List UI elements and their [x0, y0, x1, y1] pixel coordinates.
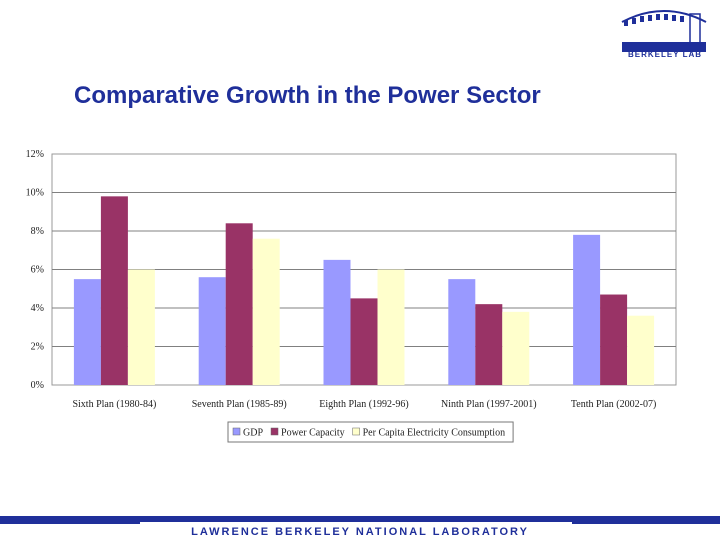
footer-text: LAWRENCE BERKELEY NATIONAL LABORATORY — [191, 526, 529, 538]
footer-divider — [140, 522, 572, 524]
legend-label-consumption: Per Capita Electricity Consumption — [363, 428, 505, 439]
bar-power-1 — [100, 196, 128, 385]
x-category-label: Eighth Plan (1992-96) — [319, 399, 408, 410]
bar-power-4 — [475, 304, 503, 385]
growth-bar-chart: 0% 2% 4% 6% 8% 10% 12% Sixth Plan (1980-84) Sev… — [26, 149, 677, 443]
bar-power-2 — [225, 223, 253, 385]
bars — [73, 196, 655, 385]
x-axis-labels: Sixth Plan (1980-84) Seventh Plan (1985-8… — [72, 399, 656, 410]
y-tick-label: 12% — [26, 149, 44, 160]
legend: GDP Power Capacity Per Capita Electricity … — [227, 421, 514, 443]
y-tick-label: 2% — [31, 342, 44, 353]
x-category-label: Seventh Plan (1985-89) — [192, 399, 287, 410]
legend-label-power: Power Capacity — [281, 428, 345, 439]
bar-consumption-5 — [627, 315, 655, 385]
y-tick-label: 0% — [31, 380, 44, 391]
bar-gdp-1 — [73, 279, 101, 385]
legend-box — [227, 421, 514, 443]
legend-swatch-gdp — [232, 427, 241, 436]
footer-bar — [0, 516, 720, 524]
bar-consumption-3 — [377, 269, 405, 385]
y-axis-ticks: 0% 2% 4% 6% 8% 10% 12% — [26, 149, 44, 391]
logo-text: BERKELEY LAB — [628, 50, 703, 59]
legend-swatch-consumption — [352, 427, 360, 436]
y-tick-label: 8% — [31, 226, 44, 237]
bar-power-3 — [350, 298, 378, 385]
x-category-label: Ninth Plan (1997-2001) — [441, 399, 537, 410]
y-tick-label: 6% — [31, 265, 44, 276]
legend-label-gdp: GDP — [243, 428, 263, 439]
x-category-label: Tenth Plan (2002-07) — [571, 399, 656, 410]
x-category-label: Sixth Plan (1980-84) — [72, 399, 156, 410]
bar-gdp-2 — [198, 277, 226, 385]
bar-gdp-3 — [323, 259, 351, 385]
y-tick-label: 4% — [31, 303, 44, 314]
y-tick-label: 10% — [26, 188, 44, 199]
berkeley-lab-logo — [621, 10, 707, 52]
legend-swatch-power — [270, 427, 279, 436]
bar-consumption-2 — [252, 238, 280, 385]
slide-title: Comparative Growth in the Power Sector — [74, 82, 541, 109]
bar-power-5 — [600, 294, 628, 385]
bar-gdp-5 — [573, 234, 601, 385]
bar-consumption-4 — [502, 311, 530, 385]
bar-gdp-4 — [448, 279, 476, 385]
bar-consumption-1 — [127, 269, 155, 385]
